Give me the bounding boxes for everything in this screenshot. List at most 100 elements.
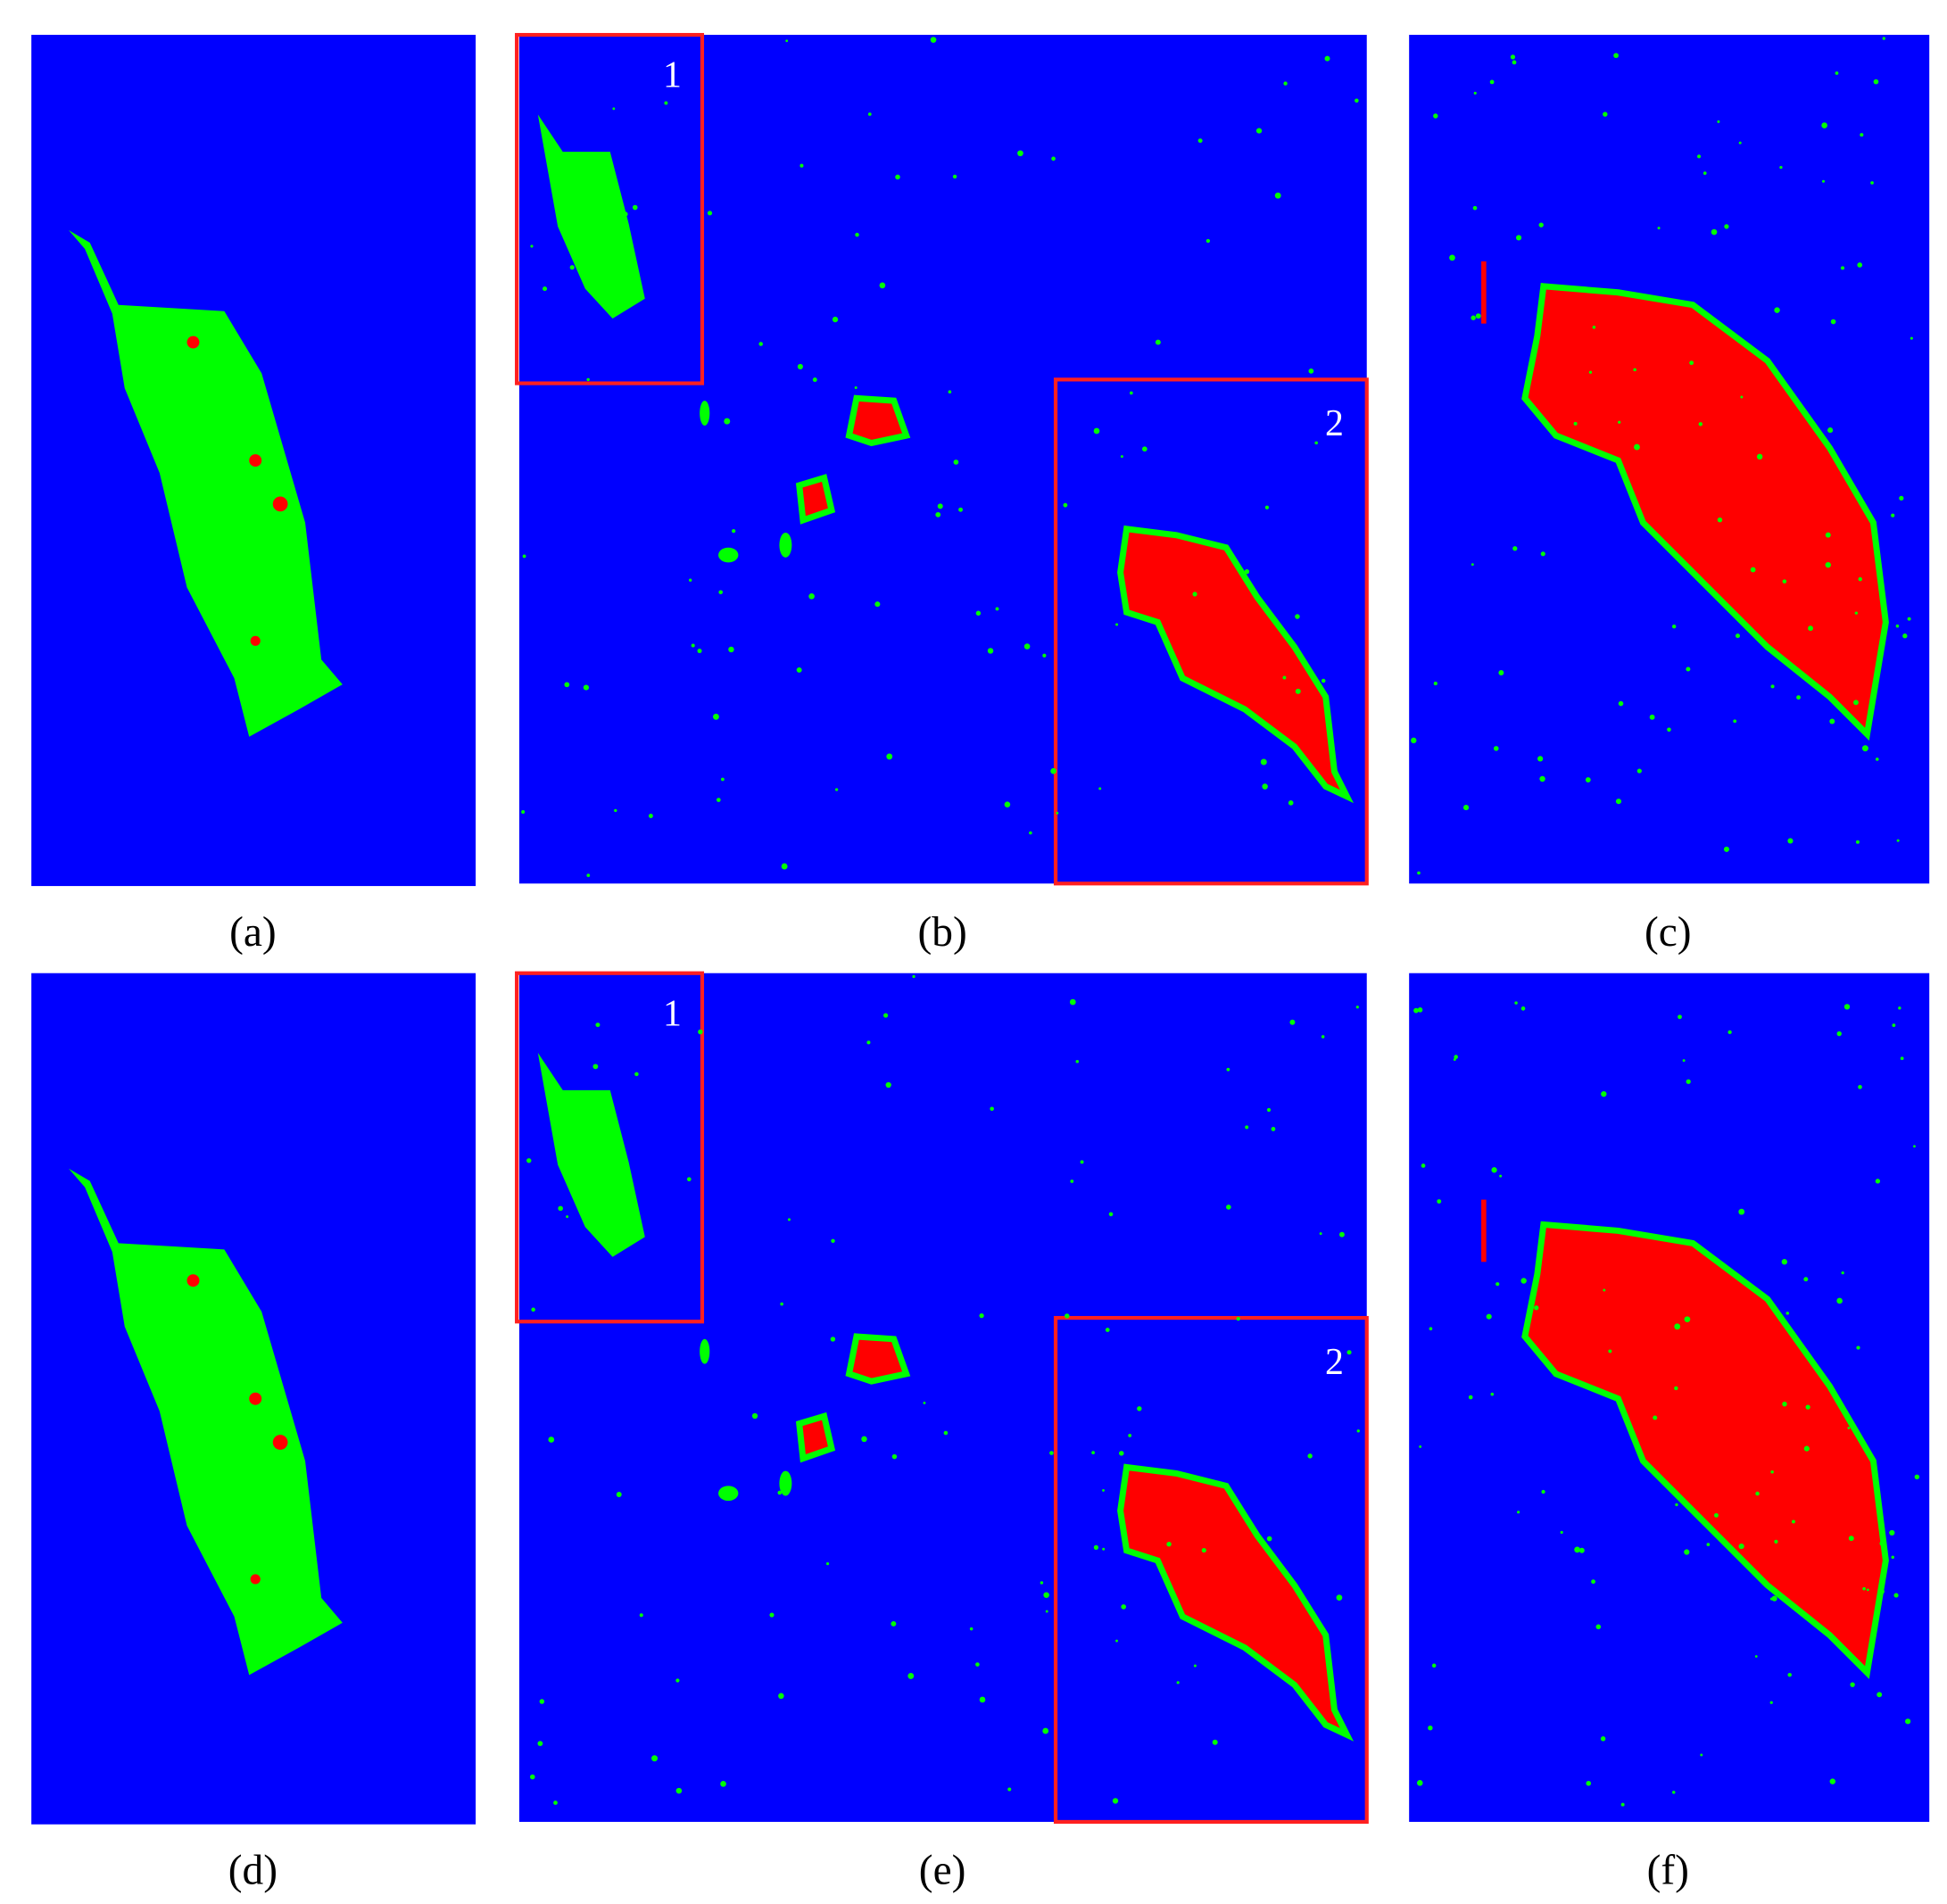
speckle [1193, 1664, 1197, 1668]
speckle [987, 648, 994, 654]
speckle [1192, 592, 1197, 597]
speckle [1877, 1692, 1883, 1698]
speckle [1738, 1208, 1745, 1215]
speckle [1667, 727, 1671, 733]
speckle [969, 1627, 974, 1631]
speckle [1119, 1451, 1124, 1456]
speckle [1796, 695, 1801, 700]
speckle [937, 503, 943, 509]
speckle [1698, 422, 1703, 426]
speckle [883, 1013, 889, 1018]
speckle [1499, 1174, 1503, 1178]
speckle [1893, 1593, 1899, 1598]
speckle [1321, 1035, 1325, 1039]
speckle [616, 1492, 622, 1497]
speckle [1226, 1204, 1231, 1210]
speckle [1653, 1415, 1658, 1420]
speckle [632, 204, 638, 211]
speckle [1671, 625, 1677, 629]
speckle [1449, 254, 1455, 261]
speckle [1417, 1007, 1423, 1013]
speckle [780, 1302, 783, 1306]
speckle [1539, 775, 1545, 782]
speckle [1510, 54, 1516, 60]
speckle [832, 316, 839, 323]
speckle [1428, 1726, 1433, 1731]
speckle [948, 390, 952, 394]
speckle [1573, 421, 1578, 426]
speckle [808, 592, 815, 600]
speckle [1657, 227, 1661, 230]
panel-label: (d) [228, 1848, 278, 1894]
speckle [1453, 1058, 1456, 1061]
speckle [1724, 224, 1729, 229]
speckle [1873, 79, 1879, 85]
speckle [1689, 360, 1694, 366]
speckle [1517, 1511, 1520, 1514]
speckle [1295, 688, 1301, 694]
speckle [979, 1312, 984, 1319]
speckle [855, 232, 859, 237]
speckle [1686, 666, 1691, 672]
speckle [1805, 1404, 1810, 1410]
speckle [1850, 1682, 1855, 1687]
speckle [1115, 1639, 1118, 1643]
speckle [1787, 1672, 1792, 1677]
speckle [1875, 757, 1879, 761]
speckle [785, 39, 789, 43]
speckle [1787, 838, 1794, 844]
speckle [1907, 617, 1911, 621]
speckle [1882, 37, 1885, 40]
speckle [1255, 128, 1263, 134]
speckle [529, 1774, 535, 1780]
speckle [526, 1158, 532, 1163]
speckle [1130, 391, 1133, 395]
speckle [1070, 1180, 1074, 1183]
speckle [1829, 718, 1835, 724]
speckle [1056, 811, 1059, 815]
panel-label: (c) [1645, 909, 1692, 956]
speckle [1755, 1491, 1760, 1496]
speckle [800, 482, 805, 487]
speckle [1040, 1581, 1044, 1585]
speckle [1879, 1588, 1885, 1594]
speckle [995, 607, 999, 611]
speckle [979, 1696, 986, 1703]
speckle [1421, 1163, 1426, 1168]
speckle [1226, 1067, 1230, 1072]
speckle [1591, 1579, 1595, 1585]
speckle [543, 286, 548, 292]
speckle [586, 873, 591, 877]
speckle [691, 643, 695, 648]
speckle [1700, 1753, 1703, 1757]
speckle [697, 649, 702, 654]
speckle [1075, 1060, 1080, 1064]
speckle [1879, 1541, 1885, 1546]
speckle [1262, 783, 1268, 790]
speckle [1756, 453, 1763, 460]
speckle [1538, 222, 1544, 228]
speckle [1853, 719, 1858, 724]
speckle [952, 174, 957, 179]
speckle [1770, 684, 1775, 689]
speckle [651, 1755, 659, 1762]
speckle [1417, 871, 1421, 875]
speckle [1245, 1125, 1249, 1130]
speckle [1137, 1406, 1142, 1411]
speckle [879, 282, 886, 289]
speckle [553, 1801, 558, 1805]
speckle [1585, 777, 1591, 782]
speckle [1093, 427, 1100, 435]
speckle [1495, 1282, 1500, 1287]
speckle [1324, 55, 1330, 62]
speckle [1855, 840, 1860, 844]
speckle [1080, 1160, 1084, 1164]
speckle [1829, 1778, 1836, 1784]
speckle [1608, 1349, 1612, 1353]
speckle [1471, 563, 1474, 567]
speckle [975, 610, 982, 616]
speckle [1740, 395, 1744, 399]
speckle [1733, 719, 1737, 724]
speckle [1600, 1736, 1606, 1742]
speckle [796, 666, 802, 673]
